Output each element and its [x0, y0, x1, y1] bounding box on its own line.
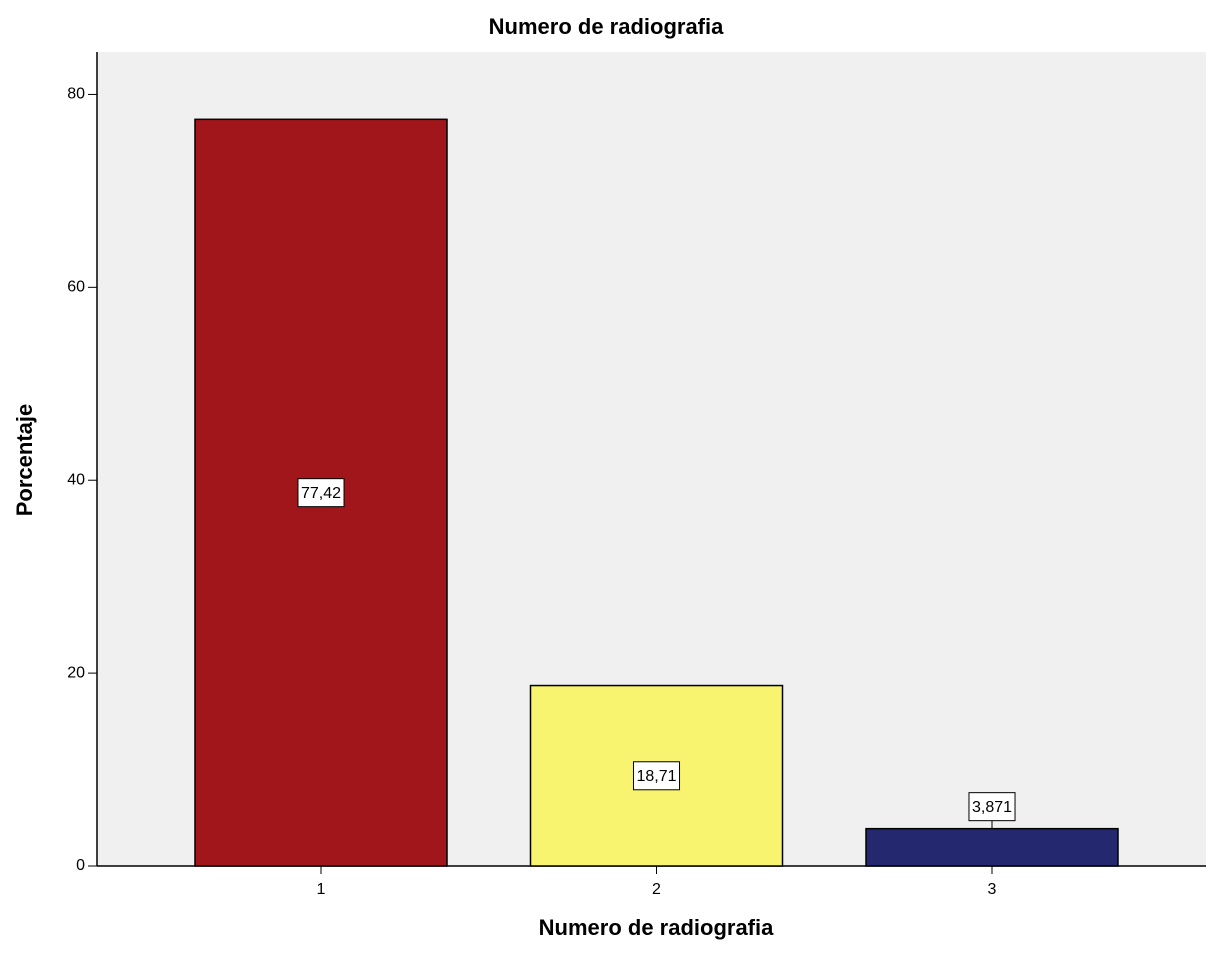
value-label-box — [297, 478, 345, 508]
y-tick-label: 80 — [67, 86, 85, 103]
y-tick-label: 0 — [76, 857, 85, 874]
y-tick-label: 40 — [67, 471, 85, 488]
y-axis-title: Porcentaje — [12, 404, 37, 517]
value-label: 18,71 — [636, 768, 676, 785]
bar — [865, 827, 1119, 867]
x-tick-label: 3 — [988, 881, 997, 898]
value-label: 3,871 — [972, 799, 1012, 816]
y-tick-label: 20 — [67, 664, 85, 681]
value-label-box — [632, 761, 681, 791]
y-tick-label: 60 — [67, 279, 85, 296]
x-tick-label: 1 — [317, 881, 326, 898]
value-label-box — [968, 792, 1016, 822]
x-axis-title: Numero de radiografia — [539, 915, 774, 940]
value-label: 77,42 — [301, 485, 341, 502]
chart-title: Numero de radiografia — [489, 14, 724, 39]
x-tick-label: 2 — [652, 881, 661, 898]
